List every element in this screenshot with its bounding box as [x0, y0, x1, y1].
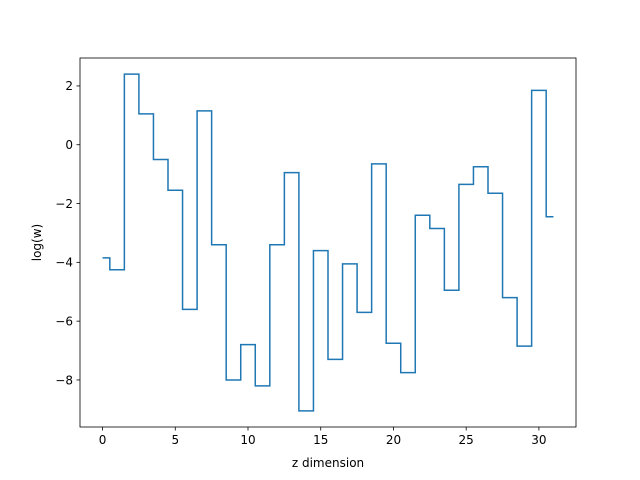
- x-tick-label: 5: [171, 433, 179, 447]
- y-tick-label: −2: [55, 197, 73, 211]
- x-tick-label: 25: [459, 433, 474, 447]
- y-axis-label: log(w): [30, 224, 44, 261]
- y-tick-label: 0: [65, 138, 73, 152]
- x-tick-label: 10: [240, 433, 255, 447]
- x-axis: 0 5 10 15 20 25 30: [99, 427, 547, 447]
- y-tick-label: 2: [65, 79, 73, 93]
- x-tick-label: 20: [386, 433, 401, 447]
- x-tick-label: 0: [99, 433, 107, 447]
- plot-area: [102, 73, 554, 412]
- x-axis-label: z dimension: [292, 456, 364, 470]
- y-tick-label: −4: [55, 256, 73, 270]
- y-tick-label: −6: [55, 314, 73, 328]
- series-line: [102, 73, 554, 412]
- y-tick-label: −8: [55, 373, 73, 387]
- x-tick-label: 30: [531, 433, 546, 447]
- axes-frame: [79, 57, 577, 428]
- y-axis: −8 −6 −4 −2 0 2: [55, 79, 80, 387]
- x-tick-label: 15: [313, 433, 328, 447]
